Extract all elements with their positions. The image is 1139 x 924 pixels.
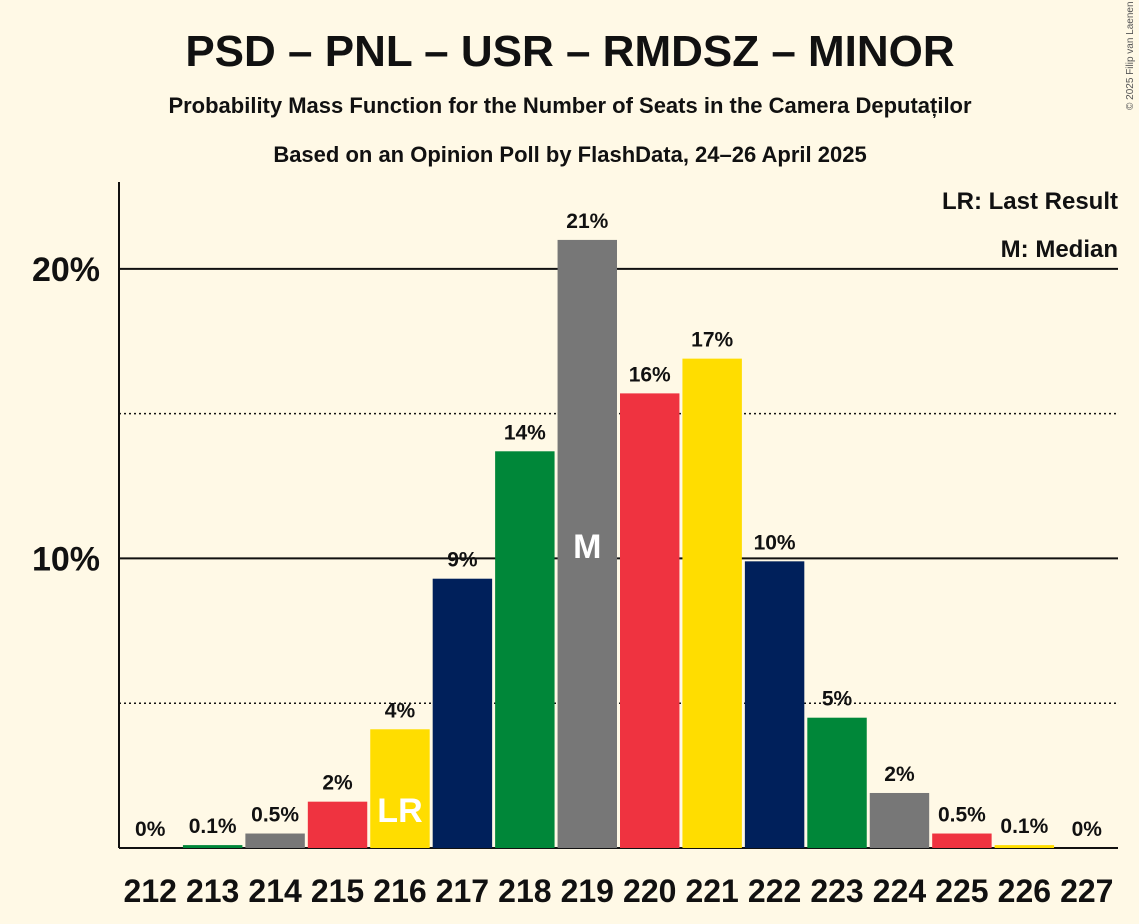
y-axis-ticks: 10% 20% [32, 251, 100, 579]
x-tick-224: 224 [873, 873, 927, 909]
x-tick-222: 222 [748, 873, 801, 909]
x-tick-226: 226 [998, 873, 1051, 909]
bar-217 [432, 578, 493, 848]
x-tick-215: 215 [311, 873, 364, 909]
data-label-220: 16% [629, 363, 671, 386]
last-result-marker: LR [377, 792, 422, 830]
bar-222 [744, 561, 805, 848]
bar-221 [682, 358, 742, 848]
copyright-notice: © 2025 Filip van Laenen [1125, 1, 1136, 110]
x-tick-216: 216 [373, 873, 426, 909]
bar-225 [932, 833, 992, 848]
bar-216 [370, 729, 430, 848]
bars [182, 239, 1055, 849]
x-tick-213: 213 [186, 873, 239, 909]
x-tick-225: 225 [935, 873, 988, 909]
legend-last-result: LR: Last Result [942, 188, 1118, 215]
data-label-216: 4% [385, 699, 416, 722]
data-label-215: 2% [322, 772, 353, 795]
bar-215 [307, 801, 368, 848]
y-tick-label: 10% [32, 540, 100, 578]
data-label-221: 17% [691, 329, 733, 352]
x-tick-217: 217 [436, 873, 489, 909]
gridlines [119, 267, 1118, 849]
bar-223 [807, 717, 867, 848]
data-label-226: 0.1% [1000, 815, 1048, 838]
bar-214 [245, 833, 305, 848]
bar-220 [620, 393, 680, 848]
x-axis-ticks: 212 213 214 215 216 217 218 219 220 221 222 223 224 2… [124, 873, 1114, 909]
data-label-227: 0% [1072, 818, 1103, 841]
data-labels: 0% 0.1% 0.5% 2% 4% LR 9% 14% 21% M 16% 17% 10% 5% 2% 0.… [135, 210, 1102, 841]
x-tick-221: 221 [685, 873, 738, 909]
data-label-223: 5% [822, 688, 853, 711]
x-tick-214: 214 [248, 873, 302, 909]
data-label-214: 0.5% [251, 804, 299, 827]
chart-subtitle: Probability Mass Function for the Number… [168, 93, 972, 118]
data-label-224: 2% [884, 763, 915, 786]
data-label-225: 0.5% [938, 804, 986, 827]
x-tick-212: 212 [124, 873, 177, 909]
x-tick-227: 227 [1060, 873, 1113, 909]
chart-source-line: Based on an Opinion Poll by FlashData, 2… [273, 142, 866, 167]
legend-median: M: Median [1001, 236, 1118, 263]
y-tick-label: 20% [32, 251, 100, 289]
data-label-219: 21% [566, 210, 608, 233]
x-tick-223: 223 [810, 873, 863, 909]
bar-224 [869, 792, 930, 848]
data-label-222: 10% [754, 531, 796, 554]
x-tick-219: 219 [561, 873, 614, 909]
data-label-218: 14% [504, 421, 546, 444]
x-tick-218: 218 [498, 873, 551, 909]
data-label-212: 0% [135, 818, 166, 841]
data-label-213: 0.1% [189, 815, 237, 838]
bar-226 [994, 845, 1055, 848]
median-marker: M [573, 528, 601, 566]
bar-218 [495, 451, 555, 848]
x-tick-220: 220 [623, 873, 676, 909]
chart-title: PSD – PNL – USR – RMDSZ – MINOR [185, 27, 954, 76]
bar-219 [557, 239, 617, 849]
data-label-217: 9% [447, 549, 478, 572]
bar-213 [182, 845, 243, 848]
